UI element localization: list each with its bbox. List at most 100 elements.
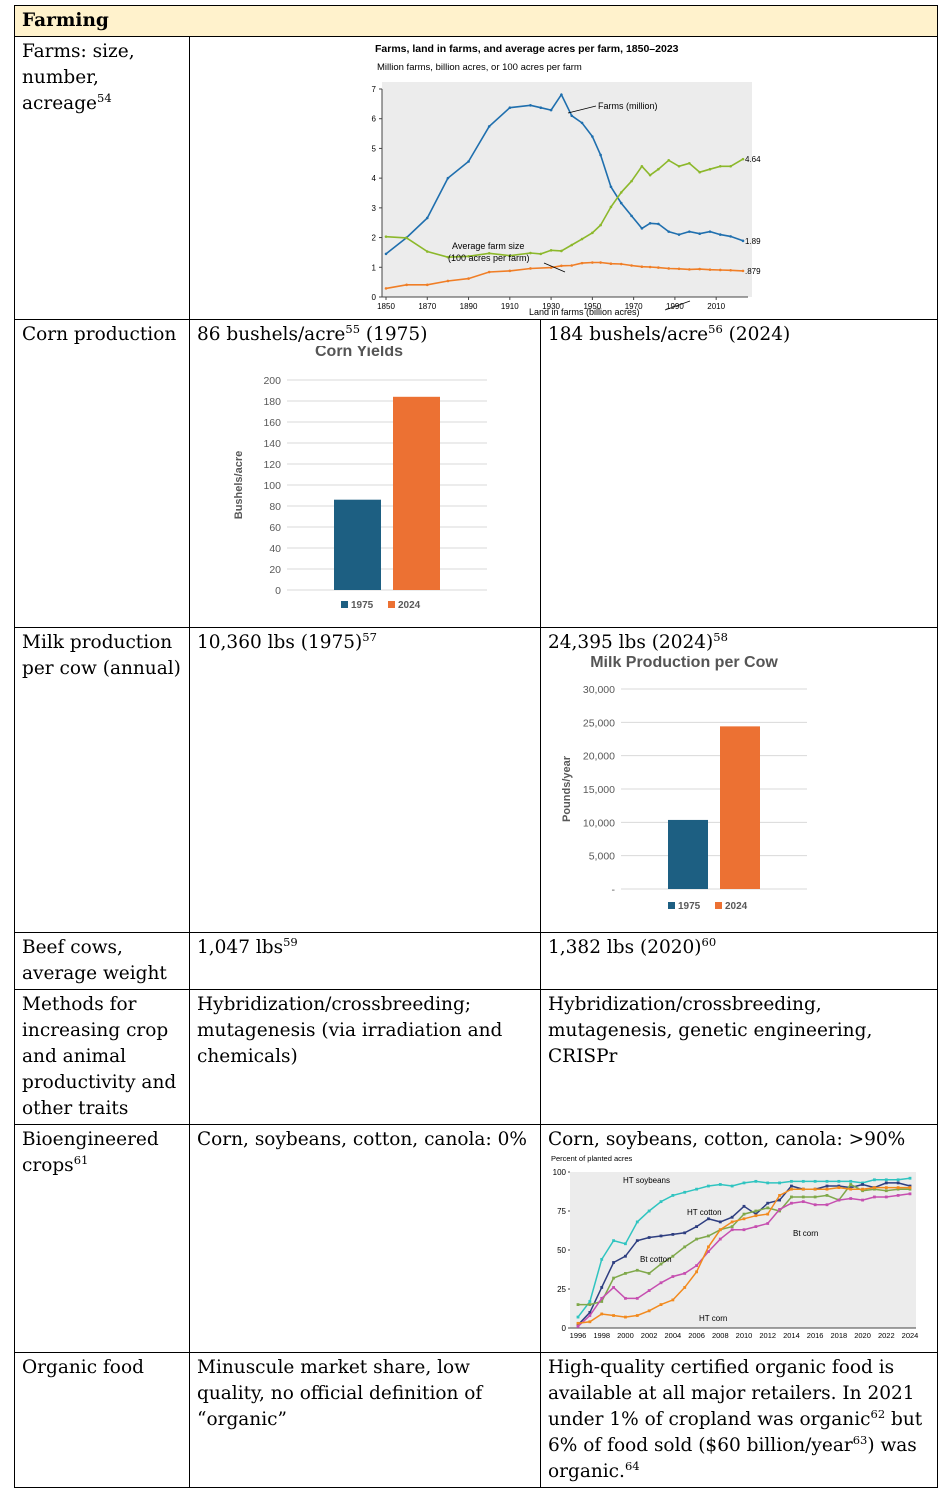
data-point (624, 1242, 627, 1246)
milk-old-cell: 10,360 lbs (1975)57 (189, 627, 541, 933)
data-point (619, 201, 623, 205)
data-point (635, 1296, 639, 1300)
corn-old-year: (1975) (365, 324, 428, 345)
plot-background (570, 1172, 916, 1328)
data-point (647, 1289, 651, 1292)
series-end-label: .879 (745, 267, 761, 276)
data-point (576, 1323, 580, 1327)
data-point (754, 1225, 758, 1228)
data-point (683, 1272, 687, 1275)
data-point (790, 1187, 793, 1191)
x-tick-label: 2004 (665, 1331, 682, 1340)
data-point (825, 1179, 829, 1183)
methods-new-cell: Hybridization/crossbreeding, mutagenesis… (540, 989, 938, 1125)
data-point (825, 1184, 829, 1188)
data-point (741, 239, 745, 243)
x-tick-label: 1850 (377, 302, 395, 311)
legend-label: 2024 (398, 600, 421, 611)
data-point (861, 1187, 864, 1191)
methods-old-cell: Hybridization/crossbreeding; mutagenesis… (189, 989, 541, 1125)
data-point (766, 1212, 770, 1216)
data-point (487, 252, 491, 255)
data-point (576, 1321, 580, 1325)
data-point (659, 1303, 663, 1306)
x-tick-label: 2016 (807, 1331, 824, 1340)
series-name-label: HT cotton (687, 1208, 722, 1217)
data-point (539, 106, 543, 110)
y-axis-label: Pounds/year (561, 755, 573, 822)
data-point (742, 1228, 746, 1232)
y-tick-label: 20 (269, 564, 281, 576)
row-label-milk: Milk production per cow (annual) (14, 627, 190, 933)
data-point (612, 1314, 615, 1317)
row-methods: Methods for increasing crop and animal p… (14, 989, 938, 1125)
data-point (884, 1189, 888, 1193)
milk-old-value: 10,360 lbs (1975) (197, 632, 363, 653)
y-tick-label: 6 (372, 115, 377, 124)
footnote-ref: 59 (283, 934, 298, 949)
data-point (570, 243, 574, 247)
data-point (630, 264, 633, 267)
data-point (861, 1181, 864, 1185)
y-tick-label: 40 (269, 543, 281, 555)
organic-text-1: High-quality certified organic food is a… (548, 1357, 915, 1430)
data-point (688, 230, 691, 233)
footnote-ref: 63 (852, 1432, 868, 1447)
data-point (384, 252, 388, 256)
section-title: Farming (14, 5, 938, 37)
data-point (671, 1194, 675, 1197)
y-axis-label: Percent of planted acres (551, 1154, 633, 1163)
y-tick-label: 5,000 (589, 851, 615, 863)
beef-new-value: 1,382 lbs (2020) (548, 937, 702, 958)
data-point (529, 267, 532, 270)
data-point (487, 125, 491, 128)
data-point (873, 1178, 876, 1182)
data-point (742, 1212, 746, 1216)
data-point (730, 1220, 734, 1224)
data-point (560, 249, 563, 253)
footnote-ref: 62 (870, 1406, 886, 1421)
organic-text-2: but 6% of food sold ($60 billion/year (548, 1409, 923, 1456)
data-point (849, 1186, 853, 1189)
data-point (405, 236, 408, 240)
row-organic: Organic food Minuscule market share, low… (14, 1352, 938, 1488)
data-point (529, 104, 532, 107)
data-point (813, 1187, 817, 1191)
data-point (600, 1257, 604, 1261)
data-point (908, 1176, 912, 1180)
data-point (384, 235, 388, 238)
x-tick-label: 1870 (418, 302, 436, 311)
footnote-ref: 54 (97, 90, 112, 105)
bar-2024 (720, 726, 760, 889)
corn-new-cell: 184 bushels/acre56 (2024) (540, 319, 938, 628)
data-point (591, 231, 594, 235)
data-point (624, 1296, 627, 1300)
data-point (695, 1270, 698, 1274)
data-point (648, 173, 652, 177)
row-milk: Milk production per cow (annual) 10,360 … (14, 627, 938, 933)
row-label-farms: Farms: size, number, acreage54 (14, 36, 190, 320)
x-tick-label: 2012 (759, 1331, 776, 1340)
data-point (741, 157, 745, 161)
data-point (659, 1234, 663, 1238)
plot-background (382, 82, 752, 297)
data-point (908, 1186, 912, 1189)
data-point (635, 1268, 639, 1272)
data-point (600, 1300, 604, 1303)
data-point (873, 1187, 876, 1191)
data-point (707, 1250, 710, 1253)
data-point (609, 262, 613, 266)
data-point (609, 185, 613, 189)
y-tick-label: 200 (263, 375, 281, 387)
data-point (657, 222, 660, 226)
footnote-ref: 64 (624, 1458, 640, 1473)
data-point (624, 1254, 627, 1258)
bio-new-value: Corn, soybeans, cotton, canola: >90% (548, 1129, 906, 1150)
data-point (405, 283, 408, 287)
y-tick-label: 120 (263, 459, 281, 471)
x-tick-label: 2022 (878, 1331, 895, 1340)
data-point (730, 1215, 734, 1219)
data-point (718, 1228, 722, 1232)
chart-title: Milk Production per Cow (590, 656, 778, 671)
milk-new-cell: 24,395 lbs (2024)58 Milk Production per … (540, 627, 938, 933)
